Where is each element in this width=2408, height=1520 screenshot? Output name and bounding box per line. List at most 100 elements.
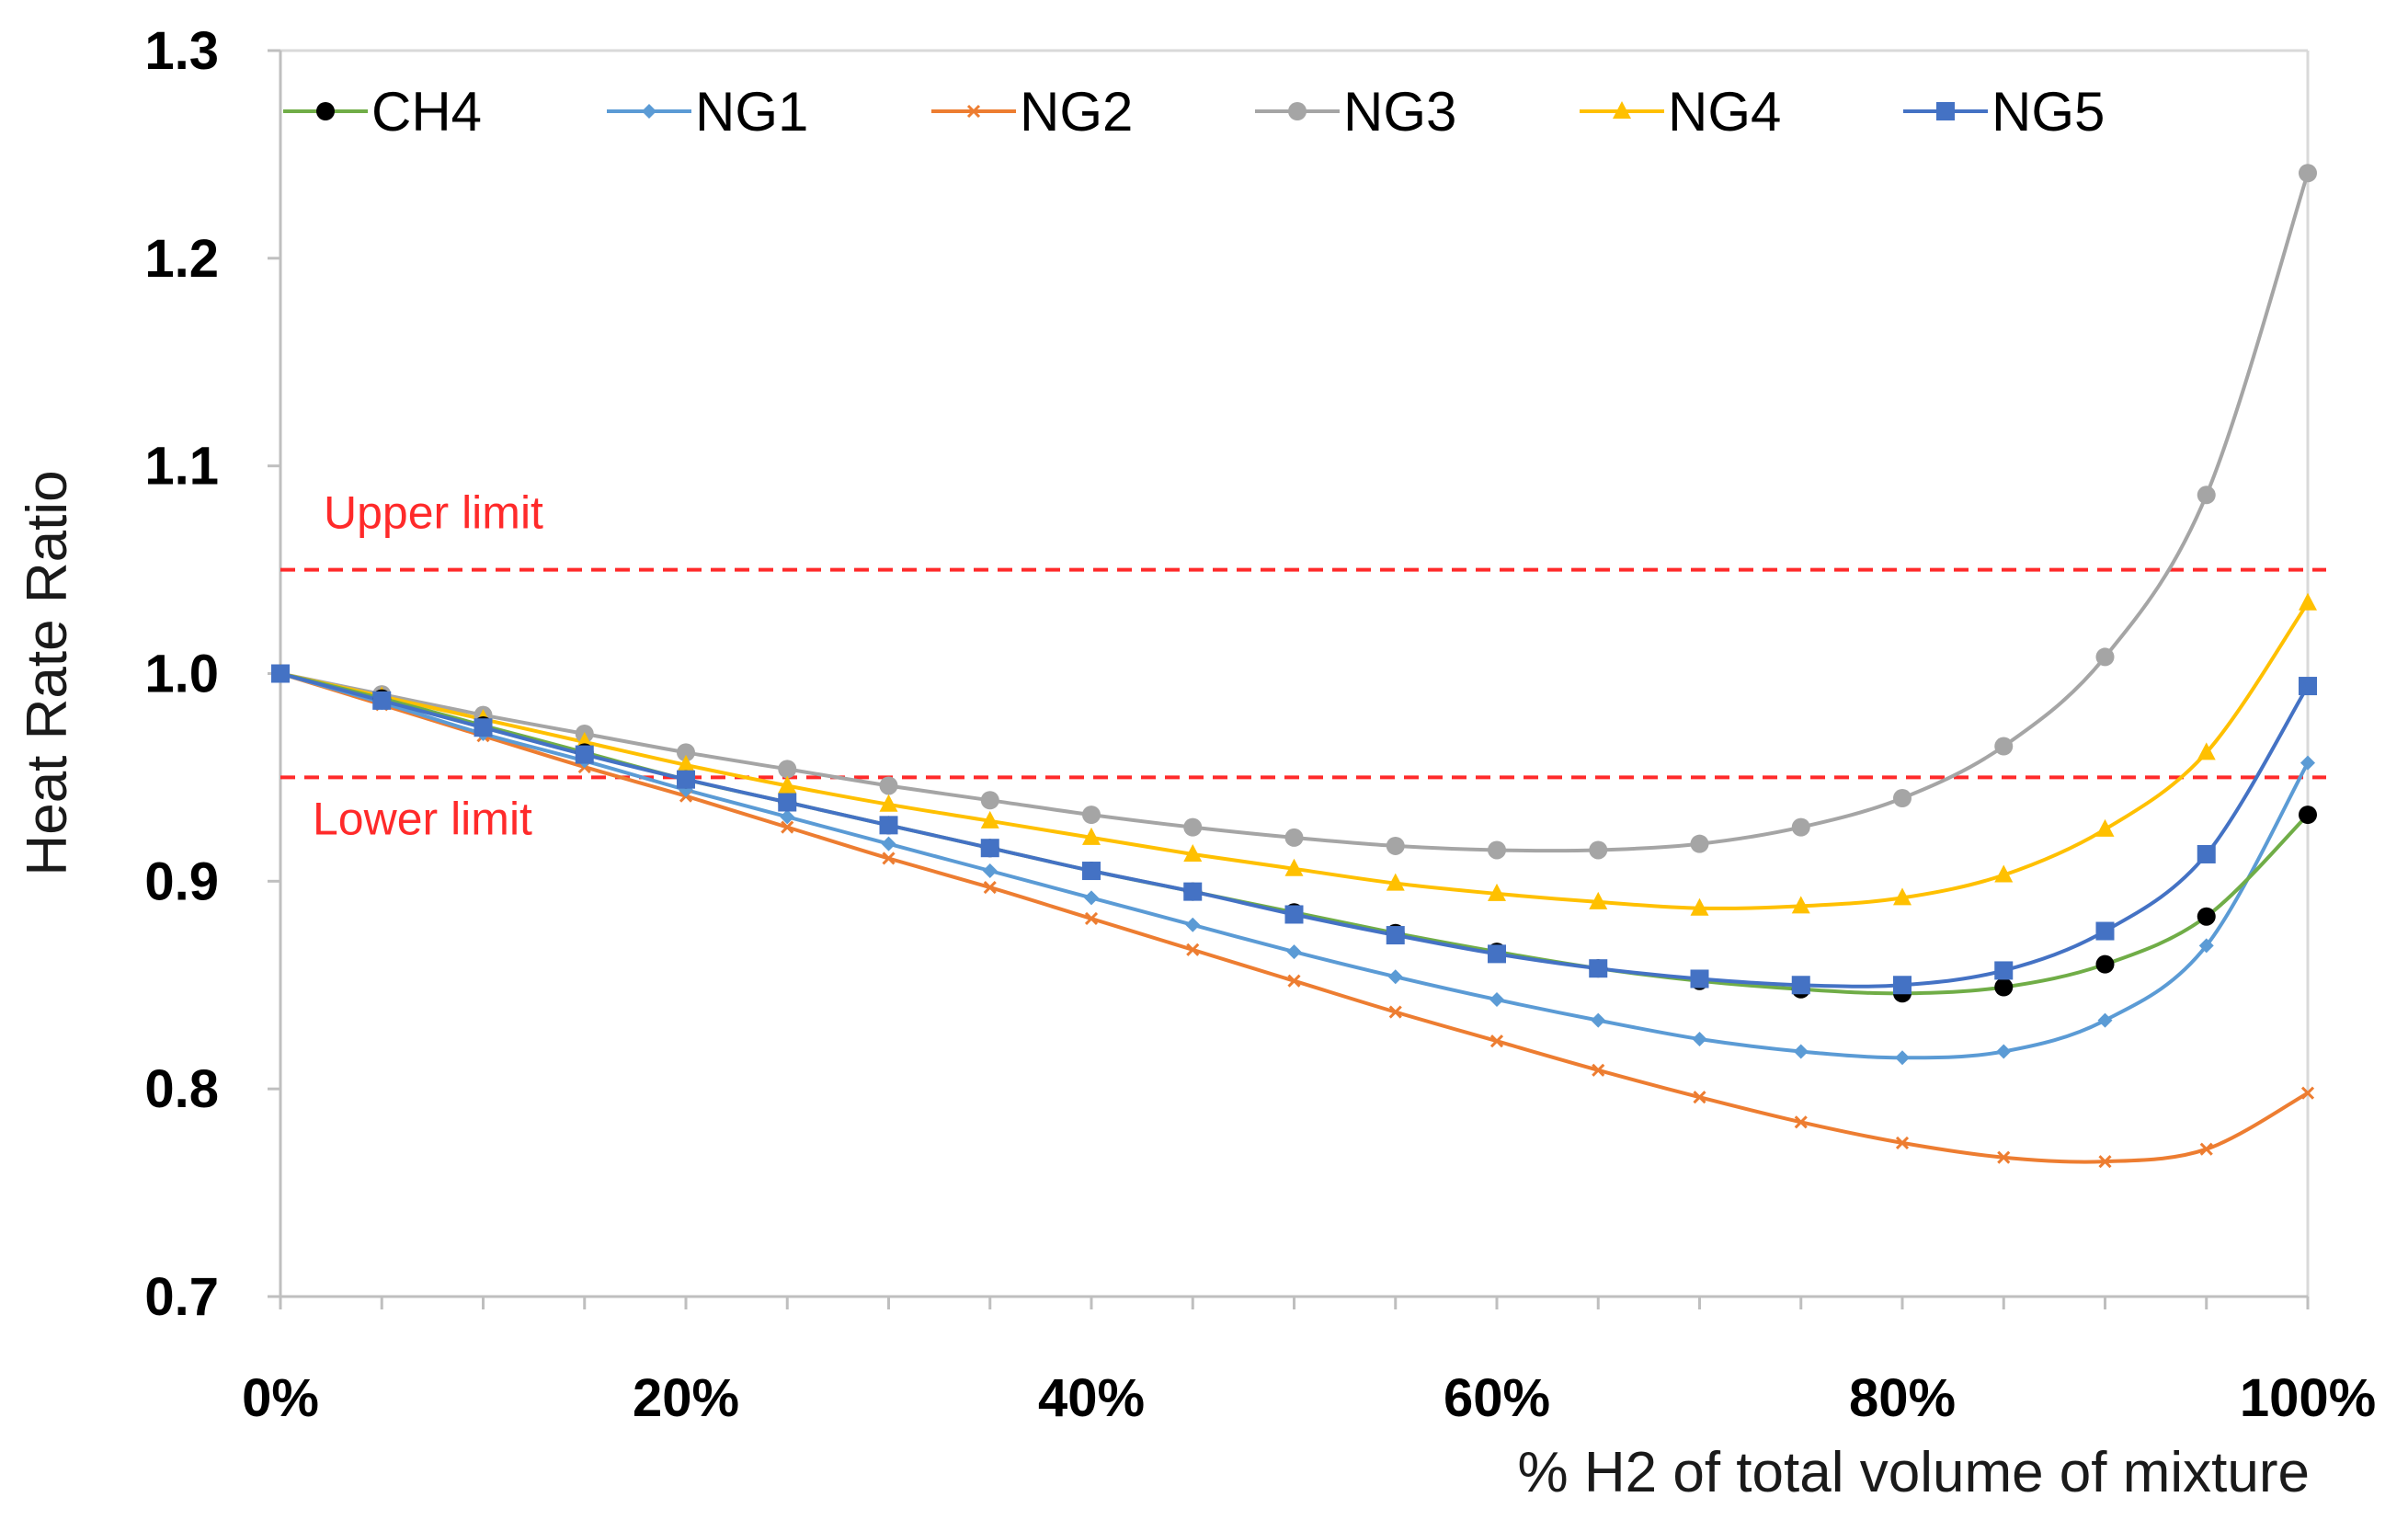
x-marker-stroke [781,820,794,834]
data-point-ng2 [1997,1150,2011,1164]
legend-item-ng5: NG5 [1903,81,2105,143]
data-point-ng3 [1488,840,1506,860]
legend-marker-ng3 [1288,102,1307,120]
data-point-ng4 [1791,896,1810,914]
legend-item-ng4: NG4 [1580,81,1781,143]
y-tick-label: 0.8 [144,1059,219,1119]
data-point-ng3 [2299,164,2317,183]
data-point-ng5 [2299,677,2317,696]
data-point-ng3 [879,776,898,795]
data-point-ng5 [1183,882,1203,901]
data-point-ng5 [1386,926,1405,945]
data-point-ng5 [1488,944,1506,964]
data-point-ng4 [2197,742,2216,760]
x-axis-title: % H2 of total volume of mixture [1518,1441,2310,1504]
x-marker-stroke [983,881,997,895]
data-point-ng4 [1183,843,1203,862]
y-tick-label: 0.9 [144,851,219,911]
legend-marker-ch4 [316,102,335,120]
data-point-ng5 [1589,959,1608,978]
x-marker-stroke [1388,1005,1402,1019]
data-point-ng3 [677,743,695,762]
data-point-ng3 [1284,828,1304,847]
series-line-ng3 [280,172,2310,853]
y-axis-ticks: 0.7 0.8 0.9 1.0 1.1 1.2 1.3 [144,21,280,1327]
data-point-ng2 [983,881,997,895]
legend: CH4 NG1 NG2 NG3 NG4 NG5 [283,81,2105,143]
data-point-ng5 [1791,976,1810,995]
data-point-ng2 [2300,1086,2315,1100]
x-axis-ticks: 0% 20% 40% 60% 80% 100% [242,1297,2376,1428]
data-point-ng4 [1893,887,1912,906]
data-point-ng2 [781,820,794,834]
data-point-ng3 [1082,806,1101,825]
data-point-ng4 [1690,897,1709,916]
data-point-ng1 [982,863,998,879]
data-point-ng2 [2098,1155,2112,1169]
data-point-ng5 [372,691,392,710]
data-point-ng2 [1084,911,1099,926]
data-point-ng4 [677,754,695,772]
data-point-ng1 [1084,890,1099,906]
data-point-ng2 [1895,1136,1910,1149]
data-point-ng3 [1386,836,1405,855]
data-point-ng3 [1183,817,1203,837]
legend-label-ng4: NG4 [1668,81,1781,143]
legend-marker-ng4 [1613,101,1631,119]
data-point-ng3 [2095,647,2115,667]
lower-limit-label: Lower limit [313,793,532,844]
x-marker-stroke [1895,1136,1910,1149]
y-tick-label: 1.3 [144,21,219,81]
data-point-ng5 [271,664,290,683]
data-point-ng5 [1284,905,1304,924]
data-point-ng4 [1284,858,1304,876]
x-marker-stroke [1084,911,1099,926]
data-point-ng5 [1893,976,1912,995]
data-point-ng4 [1589,891,1608,909]
data-point-ng5 [2197,844,2216,863]
data-point-ng3 [1893,789,1912,807]
x-marker-stroke [1287,974,1301,988]
data-point-ng1 [1185,917,1201,932]
data-point-ng1 [1692,1031,1707,1046]
data-point-ng3 [1690,834,1709,853]
y-tick-label: 0.7 [144,1267,219,1327]
data-point-ng2 [1186,943,1200,956]
x-tick-label: 100% [2240,1368,2376,1428]
data-point-ng2 [1794,1115,1808,1129]
data-point-ng3 [1589,840,1608,860]
x-marker-stroke [966,104,981,119]
data-point-ch4 [2197,907,2216,926]
legend-item-ng2: NG2 [931,81,1133,143]
data-point-ng1 [1489,992,1504,1008]
data-point-ng5 [1994,961,2014,980]
data-point-ng2 [2199,1142,2213,1156]
data-point-ng4 [1082,827,1101,845]
data-point-ch4 [2095,954,2115,974]
data-point-ng4 [778,775,797,794]
x-marker-stroke [1489,1034,1504,1048]
data-point-ng4 [2299,592,2317,611]
x-marker-stroke [1693,1091,1706,1104]
legend-marker-ng5 [1936,102,1955,120]
legend-item-ch4: CH4 [283,81,482,143]
x-tick-label: 20% [633,1368,739,1428]
data-point-ng5 [474,718,493,737]
data-point-ng1 [2097,1012,2113,1028]
legend-item-ng1: NG1 [607,81,808,143]
data-point-ng3 [1994,737,2014,756]
data-point-ng5 [2095,921,2115,941]
x-marker-stroke [1997,1150,2011,1164]
data-point-ng3 [1791,817,1810,837]
data-point-ng1 [2198,938,2214,954]
x-tick-label: 60% [1444,1368,1550,1428]
legend-marker-ng2 [966,104,981,119]
x-marker-stroke [2300,1086,2315,1100]
data-point-ng1 [1286,944,1302,960]
data-point-ng2 [882,851,896,865]
data-point-ch4 [1994,977,2014,997]
legend-marker-ng1 [642,104,656,119]
data-point-ng1 [1996,1044,2012,1059]
